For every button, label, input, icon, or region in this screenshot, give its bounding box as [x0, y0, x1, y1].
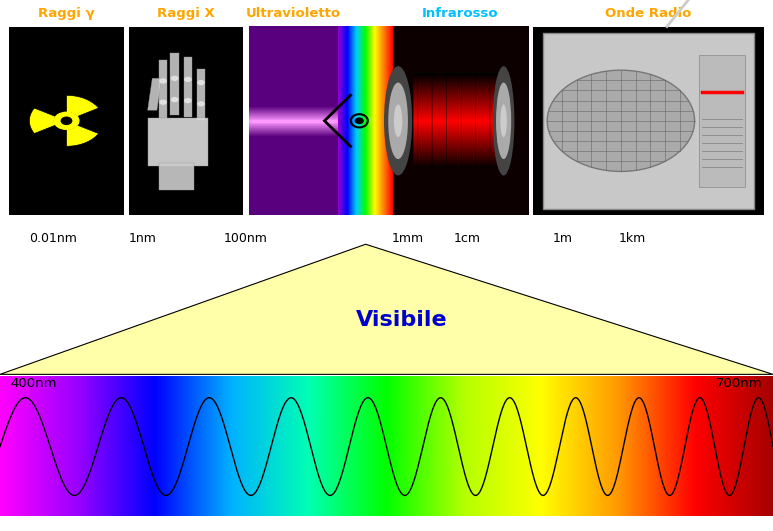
- Bar: [148, 118, 208, 166]
- Ellipse shape: [496, 82, 511, 159]
- Polygon shape: [66, 96, 99, 117]
- Bar: [543, 33, 754, 209]
- Ellipse shape: [384, 66, 412, 175]
- Ellipse shape: [500, 105, 507, 137]
- Text: 1km: 1km: [618, 232, 646, 245]
- Text: Raggi X: Raggi X: [158, 7, 215, 20]
- Text: Visibile: Visibile: [356, 310, 448, 330]
- Text: Ultravioletto: Ultravioletto: [246, 7, 341, 20]
- Bar: [249, 27, 338, 215]
- Bar: [170, 53, 179, 116]
- Bar: [533, 27, 764, 215]
- Text: Raggi γ: Raggi γ: [38, 7, 95, 20]
- Bar: [129, 27, 243, 215]
- Text: 1nm: 1nm: [129, 232, 157, 245]
- Bar: [184, 57, 192, 117]
- Ellipse shape: [388, 82, 408, 159]
- Bar: [700, 55, 745, 187]
- Circle shape: [61, 117, 72, 124]
- Text: 1mm: 1mm: [392, 232, 424, 245]
- Bar: [159, 164, 194, 190]
- Text: 700nm: 700nm: [717, 377, 763, 390]
- Text: 1m: 1m: [553, 232, 573, 245]
- Circle shape: [159, 79, 167, 83]
- Text: Onde Radio: Onde Radio: [605, 7, 692, 20]
- Text: 400nm: 400nm: [10, 377, 56, 390]
- Circle shape: [356, 118, 363, 124]
- Bar: [9, 27, 124, 215]
- Text: 100nm: 100nm: [224, 232, 267, 245]
- Circle shape: [171, 76, 179, 81]
- Text: 1cm: 1cm: [455, 232, 481, 245]
- Bar: [159, 60, 168, 118]
- Polygon shape: [0, 244, 773, 374]
- Circle shape: [547, 70, 695, 172]
- Ellipse shape: [493, 66, 515, 175]
- Bar: [197, 70, 205, 120]
- Ellipse shape: [394, 105, 402, 137]
- Bar: [393, 27, 528, 215]
- Polygon shape: [148, 79, 162, 110]
- Circle shape: [184, 77, 192, 82]
- Circle shape: [197, 80, 205, 85]
- Circle shape: [54, 113, 79, 130]
- Polygon shape: [66, 125, 99, 147]
- Circle shape: [184, 98, 192, 103]
- Circle shape: [171, 97, 179, 102]
- Circle shape: [159, 100, 167, 105]
- Text: 0.01nm: 0.01nm: [29, 232, 77, 245]
- Text: Infrarosso: Infrarosso: [422, 7, 499, 20]
- Polygon shape: [29, 108, 56, 134]
- Circle shape: [197, 101, 205, 106]
